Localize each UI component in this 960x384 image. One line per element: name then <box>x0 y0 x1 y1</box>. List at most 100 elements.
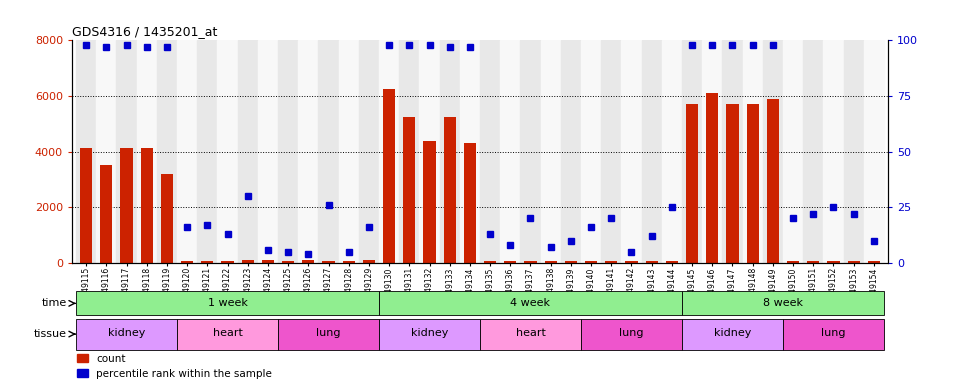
Text: 8 week: 8 week <box>763 298 803 308</box>
Bar <box>383 89 396 263</box>
Bar <box>423 141 436 263</box>
Bar <box>520 40 540 263</box>
Bar <box>646 261 658 263</box>
Bar <box>722 40 743 263</box>
Bar <box>828 261 840 263</box>
Bar <box>76 319 177 349</box>
Text: tissue: tissue <box>35 329 67 339</box>
Bar <box>500 40 520 263</box>
Bar <box>460 40 480 263</box>
Bar <box>282 261 294 263</box>
Bar <box>136 40 156 263</box>
Bar <box>787 261 799 263</box>
Bar <box>278 319 379 349</box>
Bar <box>661 40 682 263</box>
Bar <box>484 261 496 263</box>
Bar <box>625 261 637 263</box>
Bar <box>379 291 682 316</box>
Text: lung: lung <box>821 328 846 338</box>
Text: kidney: kidney <box>108 328 145 338</box>
Bar <box>242 260 253 263</box>
Bar <box>302 260 314 263</box>
Bar <box>763 40 783 263</box>
Bar <box>807 261 819 263</box>
Bar <box>258 40 278 263</box>
Bar <box>299 40 319 263</box>
Bar <box>666 261 678 263</box>
Bar <box>343 261 355 263</box>
Bar <box>682 319 783 349</box>
Bar <box>524 261 537 263</box>
Bar <box>564 261 577 263</box>
Bar <box>177 319 278 349</box>
Bar <box>222 261 233 263</box>
Bar <box>824 40 844 263</box>
Bar <box>339 40 359 263</box>
Bar <box>141 147 153 263</box>
Bar <box>80 147 92 263</box>
Bar <box>783 319 884 349</box>
Bar <box>605 261 617 263</box>
Bar <box>601 40 621 263</box>
Bar <box>379 319 480 349</box>
Bar <box>682 291 884 316</box>
Bar <box>868 261 880 263</box>
Text: 4 week: 4 week <box>511 298 550 308</box>
Bar <box>120 147 132 263</box>
Bar <box>743 40 763 263</box>
Bar <box>116 40 136 263</box>
Bar <box>440 40 460 263</box>
Bar <box>202 261 213 263</box>
Legend: count, percentile rank within the sample: count, percentile rank within the sample <box>77 354 272 379</box>
Bar <box>379 40 399 263</box>
Bar <box>844 40 864 263</box>
Bar <box>641 40 661 263</box>
Bar <box>323 261 335 263</box>
Bar <box>480 40 500 263</box>
Bar <box>359 40 379 263</box>
Bar <box>100 165 112 263</box>
Bar <box>181 261 193 263</box>
Bar <box>262 260 274 263</box>
Bar <box>480 319 581 349</box>
Text: 1 week: 1 week <box>207 298 248 308</box>
Bar <box>585 261 597 263</box>
Bar <box>363 260 375 263</box>
Bar <box>217 40 238 263</box>
Bar <box>76 291 379 316</box>
Bar <box>161 174 173 263</box>
Bar <box>319 40 339 263</box>
Bar <box>420 40 440 263</box>
Bar <box>702 40 722 263</box>
Bar <box>399 40 420 263</box>
Bar <box>544 261 557 263</box>
Bar <box>444 117 456 263</box>
Bar <box>864 40 884 263</box>
Bar <box>504 261 516 263</box>
Bar <box>783 40 804 263</box>
Bar <box>848 261 860 263</box>
Bar <box>540 40 561 263</box>
Bar <box>238 40 258 263</box>
Bar <box>727 104 738 263</box>
Text: heart: heart <box>516 328 545 338</box>
Text: heart: heart <box>212 328 243 338</box>
Text: time: time <box>42 298 67 308</box>
Text: lung: lung <box>619 328 644 338</box>
Bar <box>581 40 601 263</box>
Bar <box>686 104 698 263</box>
Bar <box>96 40 116 263</box>
Text: lung: lung <box>316 328 341 338</box>
Bar <box>561 40 581 263</box>
Bar <box>621 40 641 263</box>
Bar <box>747 104 758 263</box>
Bar <box>767 99 779 263</box>
Text: GDS4316 / 1435201_at: GDS4316 / 1435201_at <box>72 25 217 38</box>
Bar <box>464 143 476 263</box>
Bar <box>682 40 702 263</box>
Bar <box>177 40 197 263</box>
Text: kidney: kidney <box>411 328 448 338</box>
Text: kidney: kidney <box>714 328 751 338</box>
Bar <box>278 40 299 263</box>
Bar <box>403 117 416 263</box>
